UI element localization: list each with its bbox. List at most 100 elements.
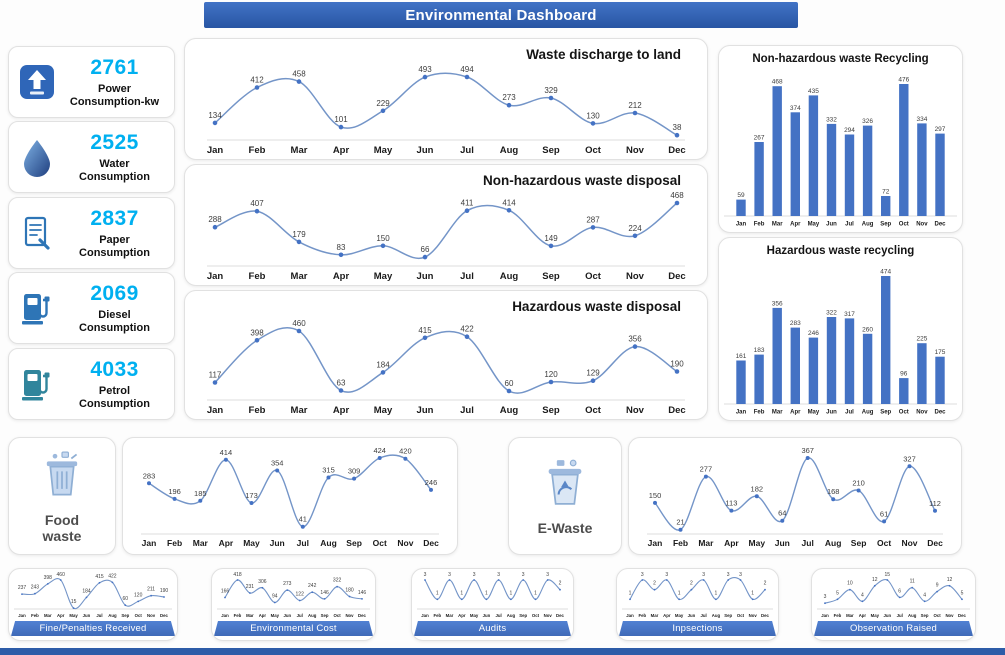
svg-text:246: 246 — [425, 478, 438, 487]
svg-text:1: 1 — [460, 590, 463, 596]
svg-text:494: 494 — [460, 65, 474, 74]
food-waste-bin-icon — [34, 448, 90, 504]
svg-text:3: 3 — [702, 572, 705, 578]
non-hazardous-recycling-chart[interactable]: 59 Jan 267 Feb 468 Mar 374 Apr 435 May 332 Jun 294 Ju… — [723, 70, 958, 229]
svg-text:422: 422 — [108, 573, 117, 579]
food-waste-chart[interactable]: 283 Jan 196 Feb 185 Mar 414 Apr 173 May 354 Jun 41 Ju… — [127, 442, 453, 551]
svg-text:Nov: Nov — [147, 613, 156, 618]
svg-text:Mar: Mar — [846, 613, 854, 618]
svg-text:5: 5 — [836, 590, 839, 596]
svg-text:180: 180 — [345, 588, 354, 594]
svg-text:41: 41 — [299, 515, 307, 524]
svg-text:Sep: Sep — [346, 538, 362, 548]
environmental-cost-card: 166 Jan 418 Feb 231 Mar 306 Apr 94 May 273 Jun 122 Ju… — [211, 568, 376, 641]
hazardous-recycling-chart[interactable]: 161 Jan 183 Feb 356 Mar 283 Apr 246 May 322 Jun 317 J… — [723, 262, 958, 417]
svg-text:Feb: Feb — [31, 613, 39, 618]
svg-text:15: 15 — [885, 572, 891, 578]
svg-text:398: 398 — [250, 328, 264, 337]
svg-text:Nov: Nov — [916, 222, 928, 228]
svg-text:Jan: Jan — [648, 538, 663, 548]
svg-text:96: 96 — [900, 371, 908, 378]
fine-penalties-chart[interactable]: 237 Jan 243 Feb 398 Mar 460 Apr 15 May 184 Jun 415 Ju… — [12, 571, 174, 619]
svg-text:Jul: Jul — [96, 613, 102, 618]
svg-text:414: 414 — [502, 198, 516, 207]
svg-text:Oct: Oct — [737, 613, 745, 618]
kpi-card-water[interactable]: 2525 Water Consumption — [8, 121, 175, 193]
svg-text:Nov: Nov — [901, 538, 917, 548]
svg-text:146: 146 — [358, 590, 367, 596]
kpi-card-diesel[interactable]: 2069 Diesel Consumption — [8, 272, 175, 344]
svg-text:Sep: Sep — [321, 613, 329, 618]
svg-text:146: 146 — [320, 590, 329, 596]
svg-text:Sep: Sep — [921, 613, 929, 618]
svg-text:Aug: Aug — [862, 222, 874, 228]
audits-chart[interactable]: 3 Jan 1 Feb 3 Mar 1 Apr 3 May 1 Jun 3 Jul 1 Aug 3 Sep 1 Oct… — [415, 571, 570, 619]
svg-text:Mar: Mar — [446, 613, 454, 618]
svg-text:Jun: Jun — [826, 410, 837, 416]
hazardous-disposal-chart[interactable]: 117 Jan 398 Feb 460 Mar 63 Apr 184 May 415 Jun 422 Ju… — [189, 313, 703, 417]
svg-text:61: 61 — [880, 509, 888, 518]
observation-raised-ribbon: Observation Raised — [814, 621, 973, 636]
environmental-cost-chart[interactable]: 166 Jan 418 Feb 231 Mar 306 Apr 94 May 273 Jun 122 Ju… — [215, 571, 372, 619]
svg-text:Jun: Jun — [83, 613, 91, 618]
svg-text:Jul: Jul — [460, 145, 474, 156]
kpi-card-power[interactable]: 2761 Power Consumption-kw — [8, 46, 175, 118]
svg-text:267: 267 — [754, 135, 765, 142]
svg-text:424: 424 — [373, 446, 386, 455]
kpi-label-water: Water Consumption — [79, 157, 150, 183]
kpi-card-paper[interactable]: 2837 Paper Consumption — [8, 197, 175, 269]
svg-text:277: 277 — [700, 465, 713, 474]
svg-text:322: 322 — [826, 310, 837, 317]
svg-text:Apr: Apr — [219, 538, 234, 548]
food-waste-card[interactable]: Food waste — [8, 437, 116, 555]
svg-text:12: 12 — [947, 577, 953, 583]
hazardous-recycling-card: Hazardous waste recycling 161 Jan 183 Feb 35… — [718, 237, 963, 421]
svg-text:Sep: Sep — [851, 538, 867, 548]
svg-text:Oct: Oct — [585, 405, 602, 416]
svg-text:460: 460 — [292, 319, 306, 328]
e-waste-chart[interactable]: 150 Jan 21 Feb 277 Mar 113 Apr 182 May 64 Jun 367 Jul… — [633, 442, 957, 551]
svg-text:367: 367 — [801, 446, 814, 455]
e-waste-card[interactable]: E-Waste — [508, 437, 622, 555]
svg-text:Nov: Nov — [945, 613, 954, 618]
svg-text:3: 3 — [424, 572, 427, 578]
svg-text:Nov: Nov — [916, 410, 928, 416]
svg-text:83: 83 — [337, 243, 346, 252]
svg-text:Apr: Apr — [458, 613, 466, 618]
fine-penalties-card: 237 Jan 243 Feb 398 Mar 460 Apr 15 May 184 Jun 415 Ju… — [8, 568, 178, 641]
svg-text:184: 184 — [82, 588, 91, 594]
svg-text:Dec: Dec — [668, 271, 685, 282]
svg-text:329: 329 — [544, 86, 558, 95]
observation-raised-chart[interactable]: 3 Jan 5 Feb 10 Mar 4 Apr 12 May 15 Jun 6 Jul 11 Aug 4 Sep… — [815, 571, 972, 619]
svg-text:Nov: Nov — [345, 613, 354, 618]
svg-text:60: 60 — [123, 596, 129, 602]
svg-text:179: 179 — [292, 230, 306, 239]
svg-text:Feb: Feb — [249, 145, 266, 156]
kpi-label-diesel: Diesel Consumption — [79, 308, 150, 334]
waste-discharge-chart[interactable]: 134 Jan 412 Feb 458 Mar 101 Apr 229 May 493 Jun 494 J… — [189, 59, 703, 157]
svg-text:415: 415 — [418, 326, 432, 335]
svg-text:Mar: Mar — [772, 222, 783, 228]
inspections-card: 1 Jan 3 Feb 2 Mar 3 Apr 1 May 2 Jun 3 Jul 1 Aug 3 Sep 3 Oct… — [616, 568, 779, 641]
svg-text:Dec: Dec — [556, 613, 564, 618]
svg-text:9: 9 — [936, 583, 939, 589]
svg-text:1: 1 — [436, 590, 439, 596]
svg-text:Nov: Nov — [626, 271, 645, 282]
svg-text:Apr: Apr — [57, 613, 65, 618]
svg-text:Sep: Sep — [542, 405, 560, 416]
svg-text:101: 101 — [334, 115, 348, 124]
svg-text:Sep: Sep — [542, 145, 560, 156]
svg-text:113: 113 — [725, 499, 737, 508]
svg-text:Sep: Sep — [519, 613, 527, 618]
svg-text:Nov: Nov — [397, 538, 413, 548]
svg-text:Jan: Jan — [221, 613, 229, 618]
svg-text:Mar: Mar — [44, 613, 52, 618]
svg-text:Feb: Feb — [234, 613, 242, 618]
svg-text:59: 59 — [737, 192, 745, 199]
non-hazardous-disposal-chart[interactable]: 288 Jan 407 Feb 179 Mar 83 Apr 150 May 66 Jun 411 Jul… — [189, 185, 703, 283]
svg-text:Feb: Feb — [754, 410, 765, 416]
inspections-chart[interactable]: 1 Jan 3 Feb 2 Mar 3 Apr 1 May 2 Jun 3 Jul 1 Aug 3 Sep 3 Oct… — [620, 571, 775, 619]
svg-text:354: 354 — [271, 459, 284, 468]
kpi-card-petrol[interactable]: 4033 Petrol Consumption — [8, 348, 175, 420]
svg-text:Jul: Jul — [460, 271, 474, 282]
